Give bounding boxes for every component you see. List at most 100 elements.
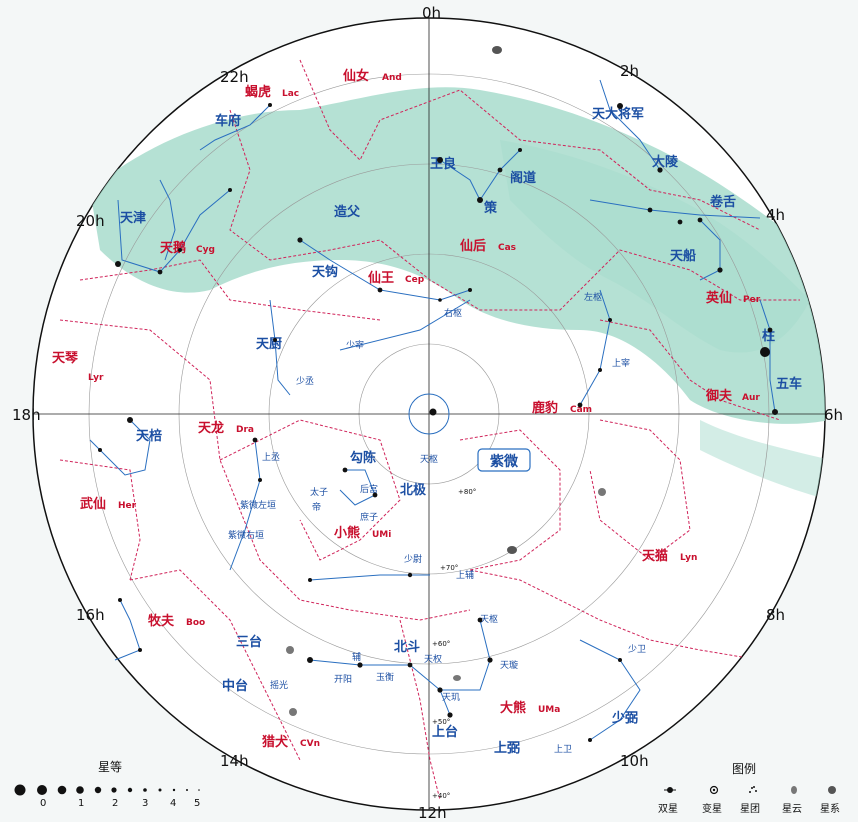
- constellation-her: 武仙 Her: [80, 496, 137, 512]
- asterism-zhongtai: 上卫: [554, 744, 572, 755]
- constellation-cyg: 天鹅 Cyg: [160, 240, 215, 256]
- svg-text:Per: Per: [743, 295, 761, 305]
- svg-text:Cyg: Cyg: [196, 245, 215, 255]
- constellation-cep: 仙王 Cep: [368, 270, 425, 286]
- asterism-shaocheng: 右枢: [444, 307, 462, 319]
- constellation-cam: 鹿豹 Cam: [532, 400, 592, 416]
- asterism-daling: 大陵: [652, 154, 679, 170]
- asterism-tiangou: 天钩: [312, 264, 338, 280]
- svg-text:武仙: 武仙: [80, 496, 106, 512]
- magnitude-legend-title: 星等: [98, 760, 123, 774]
- magnitude-1: 1: [78, 798, 85, 809]
- constellation-aur: 御夫 Aur: [705, 388, 760, 404]
- svg-text:英仙: 英仙: [705, 290, 732, 306]
- dec-label-60: +60°: [432, 640, 450, 648]
- magnitude-dots: [14, 784, 200, 796]
- constellation-per: 英仙 Per: [705, 290, 761, 306]
- asterism-shangcheng: 左枢: [584, 291, 602, 303]
- asterism-shangwei: 少宰: [346, 339, 364, 351]
- asterism-chefu: 车府: [215, 113, 241, 129]
- asterism-shangfu: 上辅: [456, 569, 474, 581]
- stars: [98, 103, 778, 742]
- milky-way: [90, 87, 825, 500]
- magnitude-0: 0: [40, 798, 47, 809]
- asterism-tiandajiangjun: 天大将军: [592, 106, 644, 122]
- hour-label-6: 6h: [824, 406, 843, 424]
- deep-sky-objects: [286, 46, 606, 716]
- asterism-tianquan: 天权: [424, 653, 442, 665]
- hour-label-4: 4h: [766, 206, 785, 224]
- magnitude-3: 3: [142, 798, 149, 809]
- svg-text:Cam: Cam: [570, 405, 592, 415]
- hour-labels: 0h 2h 4h 6h 8h 10h 12h 14h 16h 18h 20h 2…: [12, 4, 843, 822]
- constellation-umi: 小熊 UMi: [334, 525, 391, 541]
- constellation-dra: 天龙 Dra: [198, 420, 254, 436]
- dec-label-40: +40°: [432, 792, 450, 800]
- m97-nebula: [453, 675, 461, 681]
- svg-text:大熊: 大熊: [500, 700, 526, 716]
- dec-label-50: +50°: [432, 718, 450, 726]
- asterism-fu: 辅: [352, 651, 361, 663]
- legend-double-star: 双星: [658, 804, 678, 815]
- declination-labels: +80° +70° +60° +50° +40°: [432, 488, 476, 800]
- asterism-santai: 少弼: [611, 710, 638, 726]
- svg-text:Lyr: Lyr: [88, 373, 104, 383]
- asterism-tianshu2: 天枢: [480, 613, 498, 625]
- asterism-tianji: 天玑: [442, 692, 460, 703]
- svg-text:天琴: 天琴: [52, 350, 79, 366]
- asterism-ce: 策: [484, 200, 498, 216]
- asterism-shaobi: 少丞: [296, 376, 314, 387]
- svg-text:Lac: Lac: [282, 89, 299, 99]
- asterism-shuzi: 庶子: [360, 511, 378, 523]
- dec-label-80: +80°: [458, 488, 476, 496]
- asterism-zhu: 柱: [762, 328, 775, 344]
- asterism-kaiyang: 开阳: [334, 674, 352, 685]
- asterism-yaoguang: 摇光: [270, 679, 288, 691]
- m51-galaxy: [289, 708, 297, 716]
- constellation-names: 蝎虎 Lac 仙女 And 天鹅 Cyg 仙王 Cep 仙后 Cas 英仙 Per 鹿豹 Ca…: [52, 68, 761, 750]
- svg-text:Dra: Dra: [236, 425, 254, 435]
- hour-label-14: 14h: [220, 752, 249, 770]
- m31-galaxy: [492, 46, 502, 54]
- svg-text:Boo: Boo: [186, 618, 205, 628]
- svg-text:CVn: CVn: [300, 739, 320, 749]
- svg-text:小熊: 小熊: [334, 525, 360, 541]
- center-label-box: [477, 448, 531, 472]
- asterism-taizi: 太子: [310, 486, 328, 498]
- asterism-shangbi: 上丞: [262, 452, 280, 463]
- svg-text:牧夫: 牧夫: [148, 613, 175, 629]
- constellation-lac: 蝎虎 Lac: [245, 84, 299, 100]
- svg-text:鹿豹: 鹿豹: [532, 400, 558, 416]
- galaxy-icon: [828, 786, 836, 794]
- svg-text:Cep: Cep: [405, 275, 425, 285]
- magnitude-legend: 星等 0 1 2 3 4 5: [14, 758, 214, 818]
- asterism-tianchuan: 天船: [670, 248, 696, 264]
- asterism-hougong: 后宫: [360, 483, 378, 495]
- asterism-shaowei: 少尉: [404, 553, 422, 565]
- constellation-uma: 大熊 UMa: [500, 700, 560, 716]
- nebula-icon: [791, 786, 797, 794]
- polaris-star: [429, 408, 437, 416]
- asterism-tianbang: 天棓: [136, 428, 162, 444]
- asterism-lines: [89, 79, 776, 741]
- variable-star-icon: [709, 785, 719, 795]
- constellation-lyn: 天猫 Lyn: [642, 548, 697, 564]
- double-star-icon: [664, 787, 676, 793]
- svg-text:Her: Her: [118, 501, 137, 511]
- asterism-taiyangshou: 上台: [432, 724, 458, 740]
- asterism-names: 车府 天津 造父 天钩 王良 阁道 策 天大将军 大陵 卷舌 天船 柱 五车 天…: [120, 106, 802, 756]
- asterism-xuange: 中台: [222, 678, 248, 694]
- magnitude-5: 5: [194, 798, 201, 809]
- asterism-tianchu: 天厨: [256, 337, 282, 352]
- svg-text:仙后: 仙后: [460, 238, 486, 254]
- svg-text:Lyn: Lyn: [680, 553, 697, 563]
- symbol-icons: [664, 785, 836, 795]
- svg-text:Aur: Aur: [742, 393, 760, 403]
- hour-label-20: 20h: [76, 212, 105, 230]
- asterism-shangzai: 紫微右垣: [228, 529, 264, 541]
- hour-label-10: 10h: [620, 752, 649, 770]
- asterism-tianjin: 天津: [120, 210, 146, 226]
- ngc2403-galaxy: [598, 488, 606, 496]
- asterism-zaofu: 造父: [334, 204, 361, 220]
